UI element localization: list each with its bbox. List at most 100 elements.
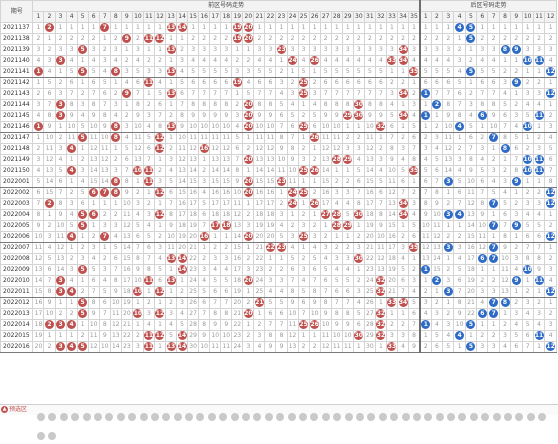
front-miss-cell: 8 bbox=[341, 99, 354, 111]
preselect-slot[interactable] bbox=[162, 413, 171, 421]
preselect-slot[interactable] bbox=[37, 432, 45, 440]
front-miss-cell: 11 bbox=[209, 132, 222, 144]
issue-cell: 2022005 bbox=[0, 220, 34, 232]
back-miss-cell: 2 bbox=[442, 264, 455, 276]
back-miss-cell: 4 bbox=[510, 319, 523, 331]
preselect-slot[interactable] bbox=[481, 413, 490, 421]
preselect-slot[interactable] bbox=[401, 413, 410, 421]
front-miss-cell: 2 bbox=[308, 77, 321, 89]
preselect-slot[interactable] bbox=[321, 413, 330, 421]
preselect-slot[interactable] bbox=[333, 413, 342, 421]
front-miss-cell: 4 bbox=[54, 154, 67, 166]
front-miss-cell: 22 bbox=[253, 253, 266, 265]
front-miss-cell: 1 bbox=[374, 297, 387, 309]
front-miss-cell: 1 bbox=[76, 275, 89, 287]
front-miss-cell: 23 bbox=[187, 264, 200, 276]
back-hit-cell: 11 bbox=[532, 330, 546, 342]
front-miss-cell: 2 bbox=[54, 132, 67, 144]
front-miss-cell: 3 bbox=[253, 330, 266, 342]
front-miss-cell: 10 bbox=[87, 319, 100, 331]
preselect-slot[interactable] bbox=[526, 413, 535, 421]
preselect-slot[interactable] bbox=[344, 413, 353, 421]
front-miss-cell: 9 bbox=[286, 154, 299, 166]
preselect-slot[interactable] bbox=[276, 413, 285, 421]
front-miss-cell: 15 bbox=[385, 220, 398, 232]
preselect-slot[interactable] bbox=[105, 413, 114, 421]
preselect-slot[interactable] bbox=[207, 413, 216, 421]
back-miss-cell: 3 bbox=[521, 198, 534, 210]
preselect-slot[interactable] bbox=[139, 413, 148, 421]
back-ball: 8 bbox=[500, 45, 510, 54]
front-miss-cell: 12 bbox=[209, 143, 222, 155]
preselect-slot[interactable] bbox=[253, 413, 262, 421]
preselect-slot[interactable] bbox=[355, 413, 364, 421]
front-miss-cell: 7 bbox=[308, 275, 321, 287]
preselect-label[interactable]: ▲ 预选区 bbox=[1, 406, 28, 413]
back-ball: 10 bbox=[523, 155, 533, 164]
front-ball: 5 bbox=[78, 342, 88, 351]
preselect-slot[interactable] bbox=[264, 413, 273, 421]
front-miss-cell: 10 bbox=[187, 121, 200, 133]
preselect-slot[interactable] bbox=[447, 413, 456, 421]
preselect-slot[interactable] bbox=[116, 413, 125, 421]
preselect-slot[interactable] bbox=[173, 413, 182, 421]
back-miss-cell: 2 bbox=[510, 297, 523, 309]
preselect-slot[interactable] bbox=[412, 413, 421, 421]
preselect-slot[interactable] bbox=[37, 413, 45, 421]
front-hit-cell: 25 bbox=[297, 88, 310, 100]
back-hit-cell: 2 bbox=[430, 275, 444, 287]
front-miss-cell: 3 bbox=[153, 176, 167, 188]
preselect-slot[interactable] bbox=[492, 413, 501, 421]
preselect-slot[interactable] bbox=[367, 413, 376, 421]
front-miss-cell: 3 bbox=[164, 154, 178, 166]
preselect-slot[interactable] bbox=[435, 413, 444, 421]
back-miss-cell: 5 bbox=[453, 176, 466, 188]
preselect-slot[interactable] bbox=[48, 432, 57, 440]
issue-cell: 2022002 bbox=[0, 187, 34, 199]
back-ball: 4 bbox=[455, 210, 465, 219]
preselect-slot[interactable] bbox=[150, 413, 159, 421]
preselect-slot[interactable] bbox=[538, 413, 547, 421]
preselect-slot[interactable] bbox=[82, 413, 91, 421]
preselect-slot[interactable] bbox=[469, 413, 478, 421]
preselect-slot[interactable] bbox=[424, 413, 433, 421]
preselect-slot[interactable] bbox=[128, 413, 137, 421]
preselect-slot[interactable] bbox=[298, 413, 307, 421]
front-miss-cell: 1 bbox=[153, 22, 167, 34]
preselect-slot[interactable] bbox=[93, 413, 102, 421]
back-miss-cell: 7 bbox=[498, 220, 512, 232]
preselect-slot[interactable] bbox=[219, 413, 228, 421]
preselect-slot[interactable] bbox=[458, 413, 467, 421]
preselect-slot[interactable] bbox=[59, 413, 68, 421]
back-miss-cell: 3 bbox=[442, 319, 455, 331]
front-miss-cell: 2 bbox=[352, 231, 365, 243]
back-miss-cell: 5 bbox=[430, 66, 444, 78]
preselect-slot[interactable] bbox=[71, 413, 80, 421]
table-row: 2022015 19 1 1 1 2 11 9 13 22 2 11 12 5 14 29 9 10 10 23 2 3 8… bbox=[0, 330, 557, 342]
front-ball: 26 bbox=[310, 56, 320, 65]
front-miss-cell: 11 bbox=[164, 242, 178, 254]
front-ball: 10 bbox=[133, 309, 143, 318]
back-miss-cell: 3 bbox=[419, 143, 432, 155]
front-miss-cell: 2 bbox=[396, 231, 410, 243]
front-miss-cell: 9 bbox=[363, 110, 376, 122]
front-miss-cell: 1 bbox=[65, 176, 78, 188]
front-miss-cell: 1 bbox=[43, 33, 56, 45]
preselect-slot[interactable] bbox=[390, 413, 399, 421]
preselect-slot[interactable] bbox=[196, 413, 205, 421]
front-miss-cell: 25 bbox=[253, 286, 266, 298]
preselect-slot[interactable] bbox=[48, 413, 57, 421]
preselect-slot[interactable] bbox=[504, 413, 513, 421]
preselect-slot[interactable] bbox=[310, 413, 319, 421]
back-miss-cell: 6 bbox=[453, 88, 466, 100]
preselect-slot[interactable] bbox=[287, 413, 296, 421]
front-hit-cell: 2 bbox=[43, 198, 56, 210]
preselect-slot[interactable] bbox=[515, 413, 524, 421]
preselect-slot[interactable] bbox=[242, 413, 251, 421]
front-miss-cell: 3 bbox=[209, 44, 222, 56]
front-hit-cell: 8 bbox=[109, 121, 122, 133]
preselect-slot[interactable] bbox=[378, 413, 387, 421]
preselect-slot[interactable] bbox=[230, 413, 239, 421]
preselect-slot[interactable] bbox=[185, 413, 194, 421]
front-miss-cell: 2 bbox=[109, 209, 122, 221]
